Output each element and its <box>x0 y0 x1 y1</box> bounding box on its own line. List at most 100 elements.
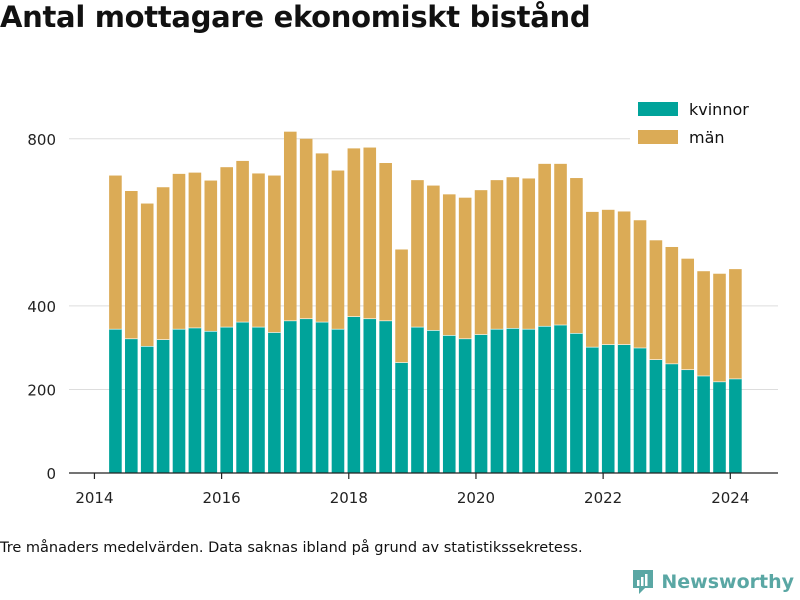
chart-title: Antal mottagare ekonomiskt bistånd <box>0 0 591 34</box>
brand-name: Newsworthy <box>661 571 794 593</box>
legend: kvinnor män <box>630 96 780 154</box>
bar-kvinnor-39 <box>729 378 742 473</box>
legend-label-man: män <box>689 128 725 147</box>
bar-kvinnor-2 <box>140 345 154 473</box>
bar-man-24 <box>490 180 504 329</box>
x-tick-label-2022: 2022 <box>584 489 622 507</box>
y-tick-label-200: 200 <box>27 381 56 399</box>
footnote: Tre månaders medelvärden. Data saknas ib… <box>0 540 583 556</box>
bar-man-23 <box>474 190 488 335</box>
bar-kvinnor-15 <box>347 316 361 473</box>
bar-man-0 <box>109 175 122 329</box>
bar-kvinnor-20 <box>427 330 440 473</box>
y-axis-labels: 0 200 400 800 <box>27 131 56 483</box>
bar-man-37 <box>697 271 710 376</box>
bar-man-36 <box>681 258 695 370</box>
bar-kvinnor-11 <box>283 320 297 473</box>
bar-kvinnor-35 <box>665 363 679 473</box>
bar-kvinnor-18 <box>395 362 408 473</box>
bar-kvinnor-26 <box>522 328 536 473</box>
x-tick-label-2018: 2018 <box>330 489 368 507</box>
bar-kvinnor-14 <box>331 328 345 473</box>
bar-man-5 <box>188 172 202 328</box>
bar-kvinnor-36 <box>681 369 695 473</box>
bar-man-32 <box>617 211 631 345</box>
y-tick-label-0: 0 <box>46 465 56 483</box>
bar-man-19 <box>411 180 424 327</box>
bar-kvinnor-9 <box>252 326 265 473</box>
bar-man-15 <box>347 148 361 317</box>
bar-kvinnor-5 <box>188 327 202 473</box>
bar-kvinnor-30 <box>586 346 599 473</box>
bar-man-16 <box>363 147 377 319</box>
bar-kvinnor-17 <box>379 320 392 473</box>
bar-kvinnor-10 <box>268 332 281 473</box>
bar-man-26 <box>522 178 536 329</box>
bar-man-2 <box>140 203 154 346</box>
x-axis-ticks: 2014 2016 2018 2020 2022 2024 <box>75 473 749 507</box>
bar-kvinnor-28 <box>554 324 567 473</box>
bar-man-4 <box>172 173 186 329</box>
bar-man-21 <box>442 194 456 336</box>
legend-label-kvinnor: kvinnor <box>689 100 749 119</box>
bar-man-17 <box>379 163 392 321</box>
bar-kvinnor-7 <box>220 326 233 473</box>
bar-kvinnor-29 <box>570 333 583 473</box>
bar-man-27 <box>538 163 551 326</box>
bar-kvinnor-32 <box>617 344 631 473</box>
legend-swatch-kvinnor <box>638 102 678 116</box>
bar-man-3 <box>156 187 170 340</box>
bar-kvinnor-37 <box>697 375 710 473</box>
bar-man-29 <box>570 178 583 334</box>
y-tick-label-800: 800 <box>27 131 56 149</box>
bar-kvinnor-1 <box>125 338 138 473</box>
bar-man-34 <box>649 240 663 360</box>
bar-man-25 <box>506 177 520 329</box>
bar-man-6 <box>204 180 218 331</box>
y-tick-label-400: 400 <box>27 298 56 316</box>
bar-man-1 <box>125 191 138 339</box>
bar-man-33 <box>633 220 647 348</box>
bar-kvinnor-13 <box>315 321 329 473</box>
newsworthy-logo-icon <box>633 570 654 594</box>
bar-kvinnor-0 <box>109 328 122 473</box>
legend-swatch-man <box>638 130 678 144</box>
bar-kvinnor-24 <box>490 328 504 473</box>
bar-kvinnor-23 <box>474 334 488 473</box>
bar-kvinnor-4 <box>172 328 186 473</box>
bar-kvinnor-19 <box>411 326 424 473</box>
bar-man-8 <box>236 160 249 322</box>
bars <box>109 131 742 473</box>
bar-kvinnor-27 <box>538 325 551 473</box>
bar-kvinnor-12 <box>299 318 313 473</box>
bar-man-20 <box>427 185 440 331</box>
bar-man-31 <box>601 209 615 345</box>
bar-man-28 <box>554 163 567 325</box>
bar-man-38 <box>713 273 726 382</box>
bar-man-9 <box>252 173 265 327</box>
bar-kvinnor-22 <box>458 338 472 473</box>
x-tick-label-2016: 2016 <box>203 489 241 507</box>
bar-man-30 <box>586 211 599 347</box>
bar-man-11 <box>283 131 297 321</box>
bar-man-14 <box>331 170 345 329</box>
bar-man-7 <box>220 167 233 327</box>
bar-kvinnor-6 <box>204 330 218 473</box>
x-tick-label-2020: 2020 <box>457 489 495 507</box>
bar-kvinnor-3 <box>156 339 170 473</box>
bar-kvinnor-38 <box>713 381 726 473</box>
bar-man-35 <box>665 246 679 364</box>
bar-man-10 <box>268 175 281 333</box>
bar-kvinnor-31 <box>601 344 615 473</box>
bar-man-13 <box>315 153 329 322</box>
bar-man-22 <box>458 197 472 339</box>
bar-man-12 <box>299 138 313 319</box>
bar-kvinnor-34 <box>649 359 663 473</box>
bar-kvinnor-8 <box>236 321 249 473</box>
bar-kvinnor-16 <box>363 318 377 473</box>
bar-kvinnor-25 <box>506 328 520 473</box>
x-tick-label-2014: 2014 <box>75 489 113 507</box>
bar-man-39 <box>729 269 742 379</box>
x-tick-label-2024: 2024 <box>711 489 749 507</box>
